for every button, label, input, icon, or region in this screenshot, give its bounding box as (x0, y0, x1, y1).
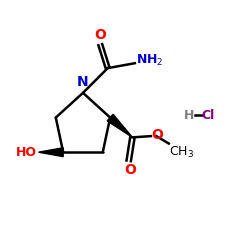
Polygon shape (107, 114, 132, 137)
Text: H: H (184, 108, 194, 122)
Polygon shape (38, 148, 63, 157)
Text: HO: HO (16, 146, 37, 159)
Text: Cl: Cl (201, 108, 214, 122)
Text: O: O (124, 163, 136, 177)
Text: CH$_3$: CH$_3$ (169, 145, 194, 160)
Text: O: O (94, 28, 106, 42)
Text: N: N (77, 75, 89, 89)
Text: NH$_2$: NH$_2$ (136, 53, 164, 68)
Text: O: O (152, 128, 163, 142)
